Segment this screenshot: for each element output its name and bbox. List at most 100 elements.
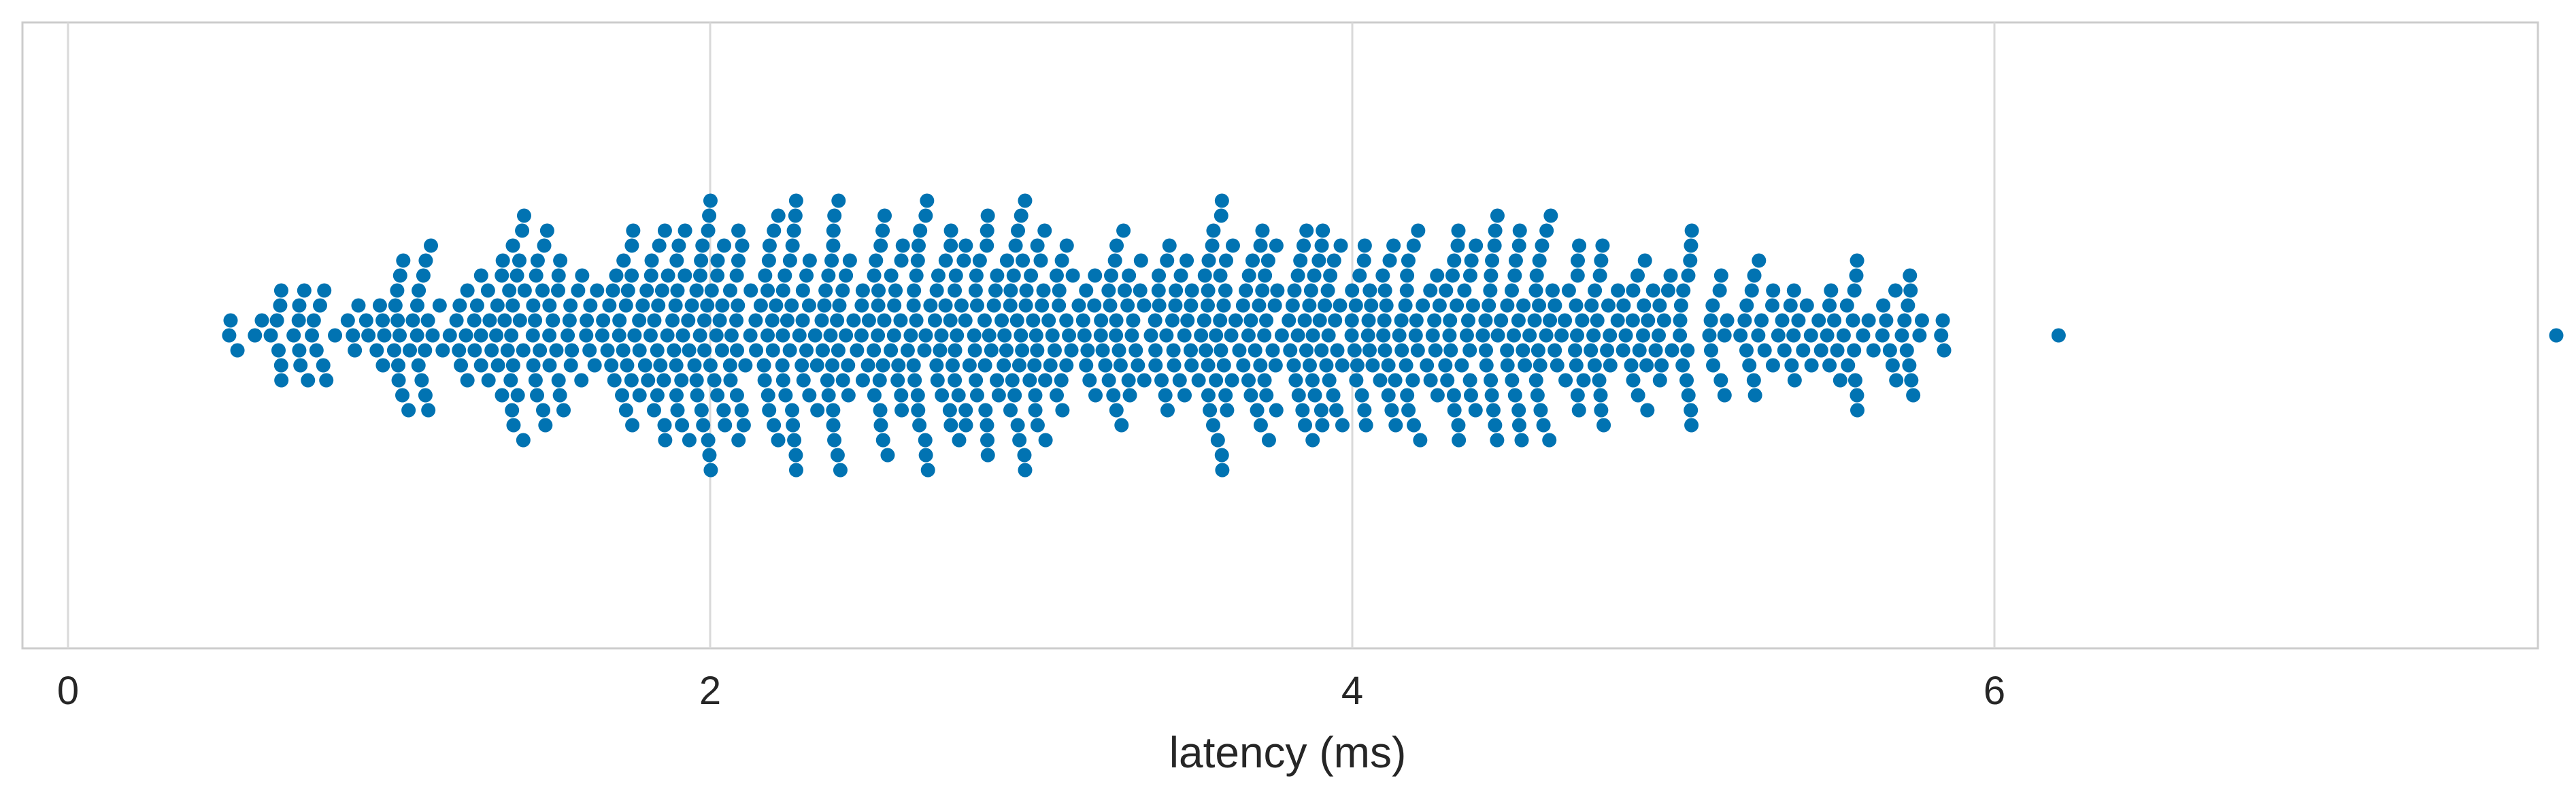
data-point bbox=[1017, 448, 1032, 463]
data-point bbox=[748, 313, 763, 328]
data-point bbox=[1645, 283, 1660, 298]
data-point bbox=[825, 358, 840, 373]
data-point bbox=[780, 313, 794, 328]
data-point bbox=[460, 283, 475, 298]
data-point bbox=[1298, 418, 1313, 433]
data-point bbox=[1440, 373, 1455, 388]
data-point bbox=[832, 298, 847, 313]
data-point bbox=[1388, 373, 1403, 388]
data-point bbox=[938, 298, 953, 313]
data-point bbox=[788, 463, 803, 478]
data-point bbox=[273, 358, 288, 373]
data-point bbox=[795, 313, 810, 328]
data-point bbox=[1016, 253, 1031, 268]
data-point bbox=[1261, 433, 1276, 448]
data-point bbox=[1201, 298, 1216, 313]
data-point bbox=[1239, 283, 1254, 298]
data-point bbox=[1575, 313, 1590, 328]
data-point bbox=[1297, 238, 1311, 253]
data-point bbox=[777, 268, 792, 283]
data-point bbox=[701, 223, 716, 238]
data-point bbox=[1663, 268, 1678, 283]
data-point bbox=[788, 448, 803, 463]
data-point bbox=[1430, 388, 1445, 403]
data-point bbox=[1407, 418, 1422, 433]
data-point bbox=[909, 268, 924, 283]
data-point bbox=[1177, 328, 1192, 343]
data-point bbox=[1486, 403, 1501, 418]
data-point bbox=[1071, 298, 1086, 313]
data-point bbox=[1742, 358, 1757, 373]
data-point bbox=[1344, 328, 1359, 343]
data-point bbox=[1656, 313, 1671, 328]
data-point bbox=[505, 358, 520, 373]
data-point bbox=[1009, 313, 1024, 328]
data-point bbox=[906, 358, 921, 373]
data-point bbox=[1152, 298, 1167, 313]
data-point bbox=[886, 328, 901, 343]
data-point bbox=[816, 343, 831, 358]
data-point bbox=[1117, 283, 1132, 298]
data-point bbox=[1463, 388, 1478, 403]
data-point bbox=[787, 433, 802, 448]
data-point bbox=[1600, 343, 1615, 358]
data-point bbox=[305, 328, 320, 343]
data-point bbox=[872, 373, 887, 388]
data-point bbox=[1260, 253, 1275, 268]
data-point bbox=[607, 373, 622, 388]
data-point bbox=[1705, 298, 1720, 313]
data-point bbox=[1654, 358, 1669, 373]
data-point bbox=[817, 298, 832, 313]
data-point bbox=[1935, 313, 1950, 328]
data-point bbox=[778, 388, 793, 403]
data-point bbox=[1401, 253, 1416, 268]
data-point bbox=[1326, 253, 1341, 268]
data-point bbox=[504, 328, 519, 343]
data-point bbox=[618, 403, 633, 418]
data-point bbox=[968, 283, 983, 298]
data-point bbox=[920, 193, 935, 208]
data-point bbox=[938, 253, 953, 268]
data-point bbox=[1409, 313, 1424, 328]
data-point bbox=[1673, 298, 1688, 313]
data-point bbox=[222, 328, 237, 343]
data-point bbox=[894, 403, 909, 418]
data-point bbox=[695, 238, 710, 253]
data-point bbox=[1888, 283, 1903, 298]
data-point bbox=[775, 283, 790, 298]
data-point bbox=[1267, 298, 1282, 313]
data-point bbox=[392, 268, 407, 283]
data-point bbox=[945, 358, 960, 373]
data-point bbox=[731, 433, 746, 448]
data-point bbox=[1028, 388, 1043, 403]
data-point bbox=[918, 208, 933, 223]
data-point bbox=[317, 283, 332, 298]
data-point bbox=[639, 283, 654, 298]
data-point bbox=[1290, 268, 1305, 283]
data-point bbox=[1201, 358, 1216, 373]
data-point bbox=[1109, 328, 1124, 343]
data-point bbox=[1401, 403, 1416, 418]
data-point bbox=[1124, 328, 1139, 343]
data-point bbox=[1323, 268, 1338, 283]
data-point bbox=[442, 328, 457, 343]
data-point bbox=[1158, 388, 1173, 403]
data-point bbox=[948, 283, 963, 298]
data-point bbox=[1413, 433, 1428, 448]
data-point bbox=[1822, 298, 1837, 313]
data-point bbox=[500, 343, 515, 358]
data-point bbox=[489, 328, 504, 343]
data-point bbox=[292, 343, 307, 358]
data-point bbox=[1450, 298, 1465, 313]
data-point bbox=[1088, 268, 1103, 283]
data-point bbox=[416, 268, 431, 283]
data-point bbox=[1126, 313, 1141, 328]
data-point bbox=[1008, 238, 1023, 253]
data-point bbox=[692, 328, 707, 343]
data-point bbox=[1314, 238, 1329, 253]
data-point bbox=[1184, 358, 1199, 373]
data-point bbox=[702, 208, 717, 223]
data-point bbox=[1360, 328, 1375, 343]
data-point bbox=[1592, 268, 1607, 283]
data-point bbox=[668, 298, 683, 313]
